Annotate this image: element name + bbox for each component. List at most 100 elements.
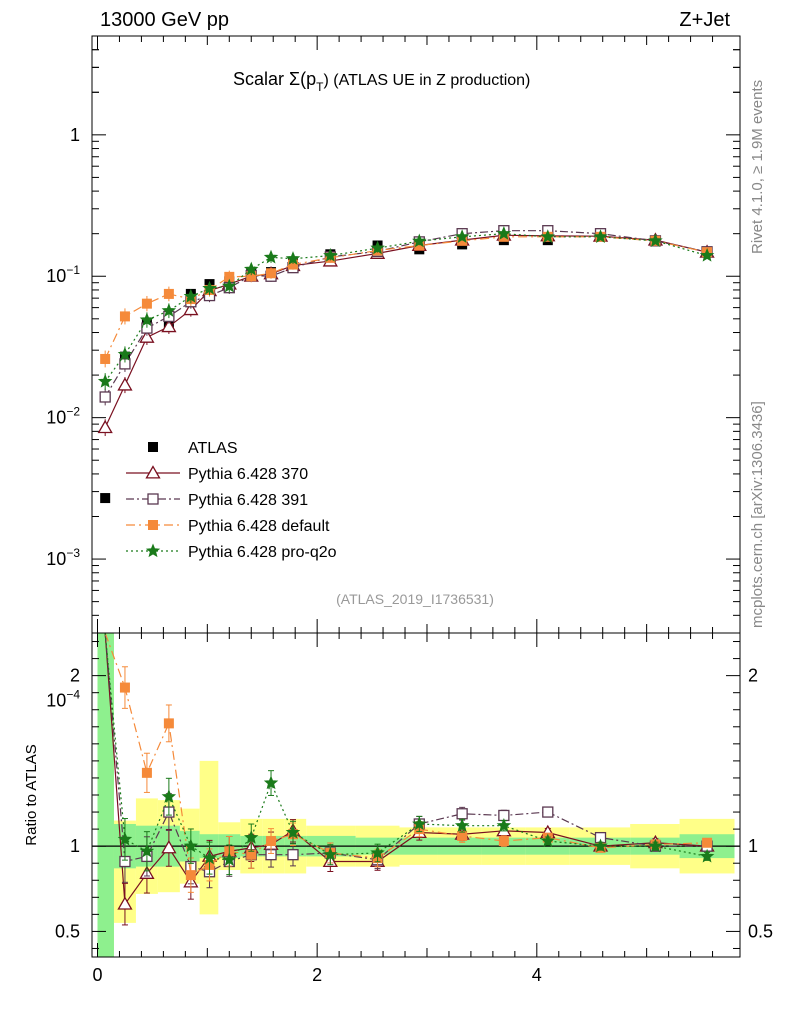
main-y-tick-label: 10−4 <box>46 687 80 710</box>
ratio-point-pythia-6-428-pro-q2o <box>263 775 279 790</box>
x-tick-label: 4 <box>532 965 542 985</box>
ratio-point-pythia-6-428-391 <box>542 806 554 818</box>
point-pythia-6-428-default <box>287 259 298 270</box>
ratio-point-pythia-6-428-pro-q2o <box>161 789 177 803</box>
ratio-frame <box>91 632 741 958</box>
main-y-tick-label: 10−2 <box>46 405 80 428</box>
legend-label-atlas: ATLAS <box>188 440 238 457</box>
main-y-tick-label: 10−3 <box>46 546 80 569</box>
ratio-point-pythia-6-428-370 <box>117 896 133 910</box>
ratio-bands <box>92 633 740 957</box>
ratio-y-tick-label: 2 <box>70 666 80 686</box>
point-pythia-6-428-pro-q2o <box>285 251 301 265</box>
ratio-point-pythia-6-428-pro-q2o <box>244 830 259 844</box>
point-atlas <box>100 493 111 504</box>
ratio-point-pythia-6-428-pro-q2o <box>593 838 608 853</box>
ratio-point-pythia-6-428-default <box>266 836 277 847</box>
x-tick-label: 0 <box>92 965 102 985</box>
point-pythia-6-428-default <box>246 271 257 282</box>
rivet-version-label: Rivet 4.1.0, ≥ 1.9M events <box>749 80 766 254</box>
ratio-point-pythia-6-428-pro-q2o <box>454 818 470 832</box>
point-pythia-6-428-default <box>224 271 235 282</box>
ratio-point-pythia-6-428-pro-q2o <box>202 850 217 865</box>
ratio-point-pythia-6-428-default <box>163 718 174 729</box>
point-pythia-6-428-pro-q2o <box>370 240 385 255</box>
x-tick-label: 2 <box>312 965 322 985</box>
legend-label-pythia-6-428-370: Pythia 6.428 370 <box>188 466 308 483</box>
x-ticks: 0 2 4 <box>92 36 714 985</box>
point-pythia-6-428-pro-q2o <box>412 233 427 248</box>
main-y-tick-label: 1 <box>70 125 80 145</box>
ratio-point-pythia-6-428-pro-q2o <box>285 824 301 839</box>
ratio-point-pythia-6-428-default <box>119 682 130 693</box>
process-label: Z+Jet <box>679 9 730 31</box>
ratio-point-pythia-6-428-pro-q2o <box>183 838 199 853</box>
legend-label-pythia-6-428-391: Pythia 6.428 391 <box>188 492 308 509</box>
point-pythia-6-428-370 <box>117 377 133 391</box>
legend-label-pythia-6-428-pro-q2o: Pythia 6.428 pro-q2o <box>188 544 337 561</box>
point-pythia-6-428-370 <box>139 329 155 343</box>
legend: ATLAS Pythia 6.428 370 Pythia 6.428 391 Pyt… <box>126 440 337 561</box>
legend-marker-pythia-6-428-391 <box>147 493 159 505</box>
ratio-point-pythia-6-428-pro-q2o <box>648 838 663 853</box>
point-pythia-6-428-pro-q2o <box>161 303 177 317</box>
legend-marker-atlas <box>148 442 158 452</box>
point-pythia-6-428-370 <box>161 318 177 333</box>
ratio-point-pythia-6-428-default <box>185 870 196 881</box>
point-pythia-6-428-391 <box>99 391 111 403</box>
ratio-point-pythia-6-428-pro-q2o <box>323 847 338 861</box>
ratio-point-pythia-6-428-default <box>141 767 152 778</box>
ratio-point-pythia-6-428-370 <box>161 840 177 854</box>
ratio-point-pythia-6-428-default <box>246 849 257 860</box>
point-pythia-6-428-pro-q2o <box>97 373 113 388</box>
point-pythia-6-428-default <box>266 268 277 279</box>
point-pythia-6-428-default <box>414 240 425 251</box>
point-pythia-6-428-default <box>141 298 152 309</box>
ratio-y-tick-label: 0.5 <box>55 921 80 941</box>
ratio-panel: 0.5 0.5 1 1 2 2 0 2 4 Ratio to ATLAS <box>23 36 773 985</box>
legend-marker-pythia-6-428-370 <box>145 465 161 479</box>
point-pythia-6-428-pro-q2o <box>648 233 663 247</box>
point-pythia-6-428-pro-q2o <box>263 249 279 264</box>
point-pythia-6-428-default <box>163 288 174 299</box>
main-series <box>97 225 715 504</box>
ratio-point-pythia-6-428-pro-q2o <box>370 845 385 860</box>
ratio-point-pythia-6-428-pro-q2o <box>117 831 133 846</box>
point-pythia-6-428-pro-q2o <box>139 312 155 327</box>
ratio-point-pythia-6-428-default <box>457 830 468 841</box>
main-y-tick-label: 10−1 <box>46 263 80 286</box>
ratio-point-pythia-6-428-pro-q2o <box>412 816 427 831</box>
ratio-point-pythia-6-428-391 <box>456 808 468 820</box>
ratio-y-tick-label: 1 <box>70 836 80 856</box>
point-pythia-6-428-370 <box>97 419 113 434</box>
ratio-point-pythia-6-428-pro-q2o <box>139 843 155 858</box>
point-pythia-6-428-pro-q2o <box>117 346 133 361</box>
point-pythia-6-428-pro-q2o <box>202 280 217 295</box>
ratio-point-pythia-6-428-391 <box>287 849 299 861</box>
band-inner <box>97 633 114 957</box>
plot-title: Scalar Σ(pT) (ATLAS UE in Z production) <box>233 69 530 94</box>
point-pythia-6-428-pro-q2o <box>244 261 259 276</box>
main-y-ticks: 10−4 10−3 10−2 10−1 1 <box>46 35 740 710</box>
series-line-pythia-6-428-pro-q2o <box>104 233 708 382</box>
point-pythia-6-428-pro-q2o <box>699 247 715 262</box>
ratio-y-tick-label-right: 1 <box>748 836 758 856</box>
point-pythia-6-428-default <box>100 353 111 364</box>
series-line-pythia-6-428-370 <box>104 234 708 428</box>
mcplots-label: mcplots.cern.ch [arXiv:1306.3436] <box>749 401 766 628</box>
ratio-y-tick-label-right: 0.5 <box>748 921 773 941</box>
analysis-label: (ATLAS_2019_I1736531) <box>336 591 494 607</box>
point-pythia-6-428-pro-q2o <box>183 288 199 303</box>
point-pythia-6-428-pro-q2o <box>323 247 338 262</box>
main-panel: 10−4 10−3 10−2 10−1 1 Scalar Σ(pT) (ATLAS UE… <box>46 35 741 710</box>
point-pythia-6-428-default <box>457 235 468 246</box>
legend-marker-pythia-6-428-pro-q2o <box>145 543 161 558</box>
point-pythia-6-428-pro-q2o <box>540 229 555 243</box>
point-pythia-6-428-pro-q2o <box>222 278 237 293</box>
ratio-y-ticks: 0.5 0.5 1 1 2 2 <box>55 641 773 949</box>
point-pythia-6-428-pro-q2o <box>496 226 512 240</box>
legend-label-pythia-6-428-default: Pythia 6.428 default <box>188 518 330 535</box>
point-pythia-6-428-default <box>119 311 130 322</box>
point-pythia-6-428-pro-q2o <box>593 229 608 243</box>
